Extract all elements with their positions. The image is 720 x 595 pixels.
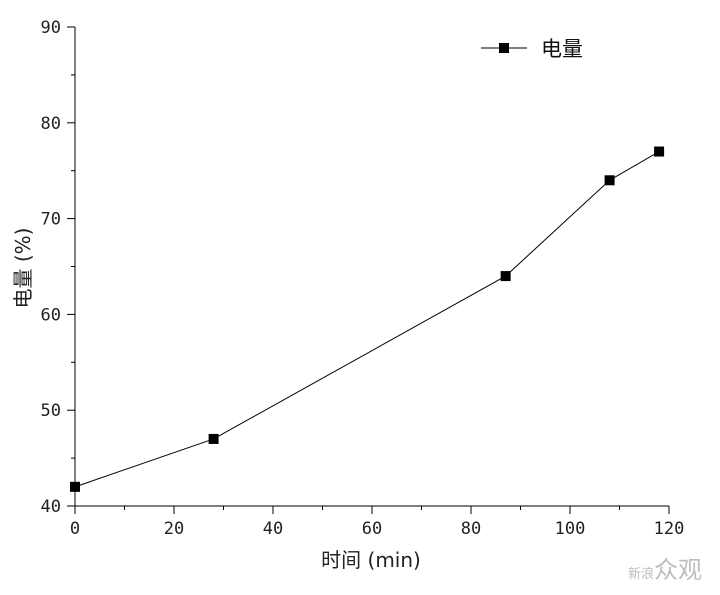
data-point-marker <box>208 433 219 444</box>
y-tick-label: 80 <box>41 114 61 134</box>
x-tick-label: 0 <box>70 519 80 539</box>
x-tick-label: 40 <box>263 519 283 539</box>
x-tick-label: 60 <box>362 519 382 539</box>
y-tick-label: 70 <box>41 210 61 230</box>
y-axis-label: 电量 (%) <box>11 228 35 309</box>
data-point-marker <box>70 481 80 492</box>
y-tick-label: 60 <box>41 305 61 325</box>
x-axis-label: 时间 (min) <box>321 548 421 572</box>
x-tick-label: 100 <box>555 519 586 539</box>
legend-marker-square <box>499 43 509 53</box>
axes <box>74 27 669 507</box>
x-tick-label: 80 <box>461 519 481 539</box>
y-tick-label: 40 <box>41 497 61 517</box>
y-axis-ticks: 40 50 60 70 80 90 <box>41 18 75 517</box>
plot-area <box>70 146 665 492</box>
x-tick-label: 120 <box>654 519 685 539</box>
data-point-marker <box>604 175 615 186</box>
x-tick-label: 20 <box>164 519 184 539</box>
data-point-marker <box>500 271 511 282</box>
legend-label: 电量 <box>541 37 583 61</box>
watermark-logo: 新浪 众观 <box>628 556 702 584</box>
y-tick-label: 90 <box>41 18 61 38</box>
legend: 电量 <box>481 37 583 61</box>
watermark-small-text: 新浪 <box>628 566 654 582</box>
series-line <box>74 151 660 488</box>
watermark-text: 众观 <box>654 556 702 584</box>
data-point-marker <box>654 146 665 157</box>
y-tick-label: 50 <box>41 401 61 421</box>
x-axis-ticks: 0 20 40 60 80 100 120 <box>70 506 684 539</box>
